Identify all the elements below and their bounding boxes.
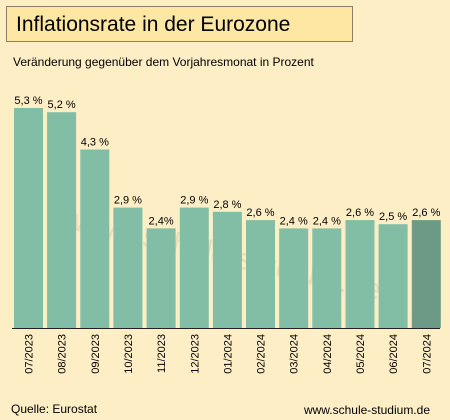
bar-02/2024 <box>246 220 275 328</box>
x-tick-label: 04/2024 <box>322 334 334 374</box>
data-label: 2,4 % <box>313 215 341 227</box>
data-label: 2,6 % <box>246 207 274 219</box>
x-tick-label: 10/2023 <box>123 334 135 374</box>
data-label: 2,5 % <box>379 211 407 223</box>
bar-05/2024 <box>345 220 375 328</box>
x-tick-label: 08/2023 <box>57 334 69 374</box>
bar-11/2023 <box>146 228 176 328</box>
data-label: 2,6 % <box>412 207 440 219</box>
x-tick-label: 12/2023 <box>189 334 201 374</box>
bar-04/2024 <box>312 228 342 328</box>
bar-03/2024 <box>279 228 309 328</box>
bar-07/2024 <box>411 220 441 328</box>
title-box: Inflationsrate in der Eurozone <box>6 6 353 42</box>
bar-12/2023 <box>179 207 209 328</box>
data-label: 4,3 % <box>81 137 109 149</box>
x-tick-label: 05/2024 <box>355 334 367 374</box>
x-tick-label: 07/2024 <box>421 334 433 374</box>
x-tick-label: 09/2023 <box>90 334 102 374</box>
x-tick-label: 03/2024 <box>289 334 301 374</box>
data-label: 2,8 % <box>213 199 241 211</box>
website-credit: www.schule-studium.de <box>303 403 430 417</box>
chart-subtitle: Veränderung gegenüber dem Vorjahresmonat… <box>13 55 314 69</box>
bar-09/2023 <box>80 149 110 328</box>
bar-07/2023 <box>14 108 43 328</box>
chart-title: Inflationsrate in der Eurozone <box>16 13 291 36</box>
bar-06/2024 <box>378 224 408 328</box>
data-label: 5,2 % <box>48 99 76 111</box>
data-label: 2,6 % <box>346 207 374 219</box>
bar-10/2023 <box>113 207 143 328</box>
bar-01/2024 <box>212 211 242 328</box>
x-tick-label: 02/2024 <box>256 334 268 374</box>
data-label: 5,3 % <box>14 95 42 107</box>
x-tick-label: 07/2023 <box>24 334 36 374</box>
data-label: 2,9 % <box>180 195 208 207</box>
x-tick-label: 01/2024 <box>222 334 234 374</box>
data-label: 2,4% <box>149 215 174 227</box>
bar-08/2023 <box>47 112 77 328</box>
x-tick-label: 11/2023 <box>156 334 168 373</box>
source-note: Quelle: Eurostat <box>11 402 98 416</box>
x-tick-label: 06/2024 <box>388 334 400 374</box>
data-label: 2,4 % <box>280 215 308 227</box>
data-label: 2,9 % <box>114 195 142 207</box>
